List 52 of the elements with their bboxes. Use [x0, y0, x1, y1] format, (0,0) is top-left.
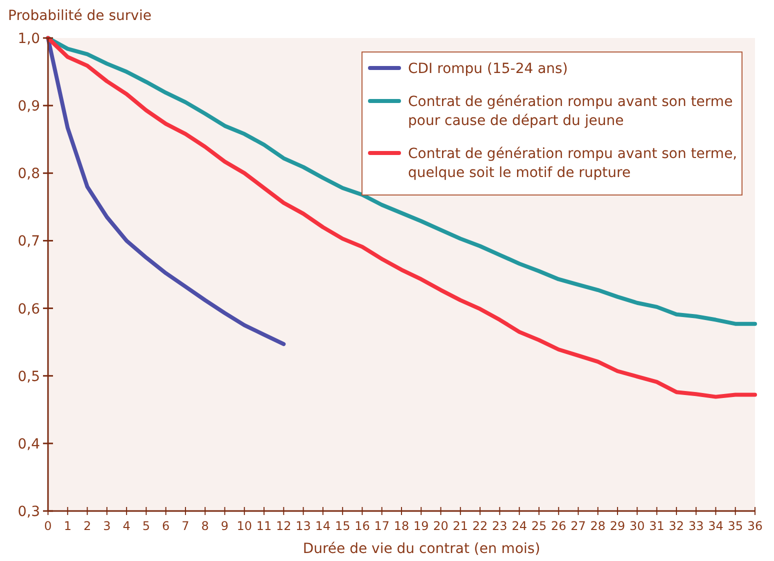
x-tick-label: 33 — [688, 519, 704, 533]
y-axis-title: Probabilité de survie — [8, 8, 152, 24]
x-tick-label: 4 — [122, 519, 130, 533]
line-series — [46, 36, 757, 399]
x-tick-label: 23 — [492, 519, 508, 533]
x-tick-label: 31 — [649, 519, 664, 533]
x-tick-label: 27 — [570, 519, 586, 533]
x-tick-label: 29 — [610, 519, 626, 533]
x-tick-label: 6 — [162, 519, 170, 533]
x-tick-label: 11 — [256, 519, 272, 533]
y-tick-label: 0,4 — [18, 436, 40, 452]
x-tick-label: 21 — [452, 519, 468, 533]
y-tick-label: 1,0 — [18, 31, 40, 47]
y-tick-label: 0,7 — [18, 234, 40, 250]
legend-label: Contrat de génération rompu avant son terme, quelque soit le motif de rupture — [408, 146, 738, 181]
x-tick-label: 34 — [708, 519, 724, 533]
x-tick-label: 24 — [512, 519, 527, 533]
x-tick-label: 1 — [64, 519, 72, 533]
x-tick-label: 0 — [44, 519, 52, 533]
x-tick-label: 10 — [236, 519, 252, 533]
x-tick-label: 26 — [550, 519, 566, 533]
y-tick-label: 0,8 — [18, 166, 40, 182]
x-tick-label: 36 — [747, 519, 763, 533]
x-tick-label: 14 — [315, 519, 331, 533]
y-tick-label: 0,6 — [18, 301, 40, 318]
y-tick-label: 0,3 — [18, 504, 40, 520]
x-tick-label: 15 — [334, 519, 350, 533]
legend-label: Contrat de génération rompu avant son terme pour cause de départ du jeune — [408, 94, 733, 129]
x-tick-label: 19 — [414, 519, 429, 533]
x-tick-label: 5 — [142, 519, 150, 533]
legend-label: CDI rompu (15-24 ans) — [408, 61, 568, 77]
x-tick-label: 22 — [472, 519, 488, 533]
x-tick-label: 20 — [433, 519, 448, 533]
x-tick-label: 8 — [201, 519, 209, 533]
y-tick-label: 0,5 — [18, 368, 40, 385]
x-tick-label: 25 — [531, 519, 547, 533]
x-tick-label: 9 — [220, 519, 229, 533]
x-tick-label: 2 — [83, 519, 92, 533]
x-tick-label: 28 — [590, 519, 606, 533]
line-series — [46, 36, 286, 346]
x-tick-label: 16 — [354, 519, 370, 533]
x-tick-label: 7 — [182, 519, 190, 533]
x-tick-label: 30 — [630, 519, 645, 533]
x-tick-label: 13 — [296, 519, 311, 533]
y-tick-label: 0,9 — [18, 98, 40, 115]
x-tick-label: 3 — [103, 519, 111, 533]
x-tick-label: 12 — [276, 519, 292, 533]
x-tick-label: 18 — [394, 519, 410, 533]
x-axis-title: Durée de vie du contrat (en mois) — [302, 541, 540, 557]
x-tick-label: 17 — [374, 519, 390, 533]
x-tick-label: 32 — [668, 519, 684, 533]
x-tick-label: 35 — [728, 519, 743, 533]
